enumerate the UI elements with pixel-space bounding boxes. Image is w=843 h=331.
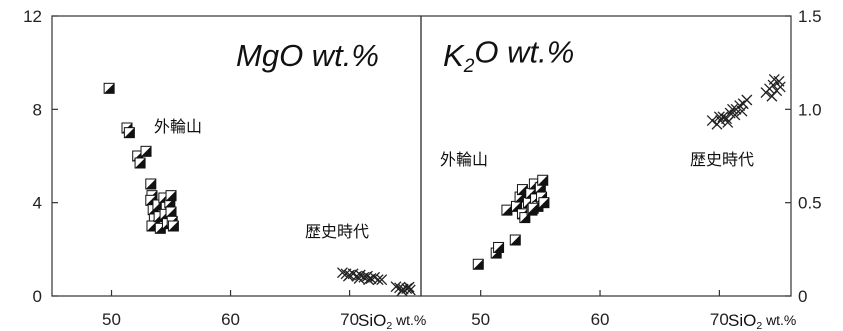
half-filled-square-point <box>167 220 179 232</box>
k2o-x-axis-label: SiO2 wt.% <box>728 311 796 331</box>
x-tick-label: 70 <box>340 310 359 329</box>
mgo-panel: 0 4 8 12 50 60 70 MgO wt.% 外輪山 歴史時代 <box>23 7 422 329</box>
y-tick-label: 8 <box>33 100 42 119</box>
half-filled-square-point <box>165 190 177 202</box>
k2o-annotation-historic: 歴史時代 <box>690 150 754 169</box>
half-filled-square-point <box>501 204 513 216</box>
cross-point <box>768 74 780 85</box>
half-filled-square-point <box>472 258 484 270</box>
y-tick-label: 1.5 <box>798 7 822 26</box>
k2o-plot-frame <box>420 15 792 297</box>
k2o-panel-title: K2O wt.% <box>443 34 574 76</box>
cross-point <box>403 281 415 293</box>
half-filled-square-point <box>123 127 135 139</box>
cross-point <box>361 270 373 282</box>
cross-point <box>396 285 408 297</box>
cross-point <box>713 111 725 123</box>
half-filled-square-point <box>537 174 549 186</box>
half-filled-square-point <box>134 157 146 169</box>
half-filled-square-point <box>140 145 152 157</box>
half-filled-square-point <box>103 82 115 94</box>
mgo-annotation-outer-rim: 外輪山 <box>154 117 202 136</box>
half-filled-square-point <box>165 206 177 218</box>
mgo-annotation-historic: 歴史時代 <box>305 222 369 241</box>
k2o-panel: 0 0.5 1.0 1.5 50 60 70 K2O wt.% 外輪山 歴史時代 <box>420 7 822 329</box>
x-tick-label: 50 <box>471 310 490 329</box>
y-tick-label: 4 <box>33 194 42 213</box>
cross-point <box>390 281 402 293</box>
mgo-panel-title: MgO wt.% <box>236 38 379 73</box>
x-tick-label: 50 <box>102 310 121 329</box>
y-tick-label: 0 <box>798 287 807 306</box>
cross-point <box>734 100 746 112</box>
x-tick-label: 70 <box>710 310 729 329</box>
cross-point <box>741 94 753 106</box>
k2o-x-ticks: 50 60 70 <box>471 290 729 329</box>
cross-point <box>376 274 388 286</box>
half-filled-square-point <box>538 197 550 209</box>
y-tick-label: 0 <box>33 287 42 306</box>
k2o-y-ticks: 0 0.5 1.0 1.5 <box>785 7 822 306</box>
cross-point <box>342 270 354 282</box>
mgo-y-ticks: 0 4 8 12 <box>23 7 58 306</box>
x-tick-label: 60 <box>591 310 610 329</box>
cross-point <box>729 109 741 121</box>
mgo-points <box>103 82 416 297</box>
cross-point <box>727 103 738 115</box>
k2o-annotation-outer-rim: 外輪山 <box>440 150 488 169</box>
cross-point <box>706 115 718 126</box>
y-tick-label: 12 <box>23 7 42 26</box>
half-filled-square-point <box>493 241 505 253</box>
cross-point <box>372 274 384 286</box>
half-filled-square-point <box>509 234 521 246</box>
x-tick-label: 60 <box>221 310 240 329</box>
k2o-points <box>472 74 786 270</box>
half-filled-square-point <box>527 202 539 214</box>
half-filled-square-point <box>145 178 157 190</box>
y-tick-label: 1.0 <box>798 100 822 119</box>
cross-point <box>336 267 348 279</box>
cross-point <box>721 113 733 125</box>
cross-point <box>353 273 365 284</box>
cross-point <box>736 105 748 117</box>
cross-point <box>363 274 375 286</box>
mgo-x-ticks: 50 60 70 <box>102 290 359 329</box>
mgo-x-axis-label: SiO2 wt.% <box>358 311 426 331</box>
cross-point <box>766 90 778 102</box>
y-tick-label: 0.5 <box>798 194 822 213</box>
